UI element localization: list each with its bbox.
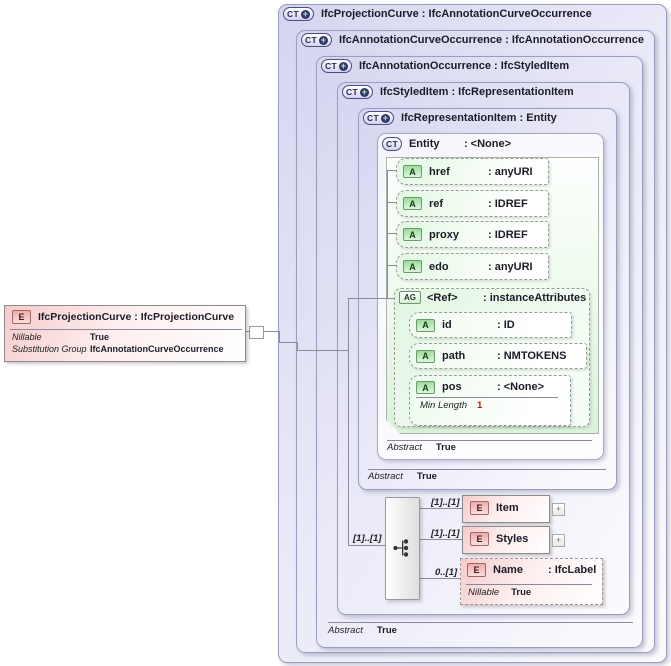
complextype-badge[interactable]: CT +: [301, 33, 332, 47]
attribute-badge: A: [403, 165, 422, 178]
element-header: E Item: [470, 501, 519, 515]
expand-plus-icon[interactable]: +: [300, 8, 310, 19]
abstract-footer-representationitem: Abstract True: [368, 471, 437, 482]
complextype-badge[interactable]: CT +: [283, 7, 314, 21]
expand-plus-icon[interactable]: +: [359, 86, 369, 97]
attribute-badge: A: [416, 349, 435, 363]
sequence-compositor[interactable]: [385, 497, 420, 600]
expand-handle[interactable]: +: [552, 503, 565, 516]
connector-line: [418, 508, 463, 509]
collapse-handle[interactable]: [249, 326, 264, 339]
divider: [328, 622, 633, 623]
sequence-icon: [393, 539, 409, 557]
connector-line: [244, 331, 250, 332]
abstract-footer-entity: Abstract True: [387, 442, 456, 453]
cardinality-label: [1]..[1]: [431, 528, 460, 539]
element-badge: E: [470, 501, 489, 515]
element-badge: E: [467, 563, 486, 577]
type-header: CT + IfcAnnotationOccurrence : IfcStyledI…: [321, 59, 569, 73]
facet-row: Min Length 1: [420, 400, 483, 411]
connector-line: [279, 331, 280, 343]
type-name: Entity: [408, 138, 440, 150]
cardinality-label: [1]..[1]: [431, 497, 460, 508]
type-title: IfcStyledItem : IfcRepresentationItem: [379, 86, 574, 98]
type-header: CT + IfcRepresentationItem : Entity: [363, 111, 557, 125]
complextype-badge[interactable]: CT +: [342, 85, 373, 99]
type-title: IfcProjectionCurve : IfcAnnotationCurveO…: [320, 8, 592, 20]
complextype-badge[interactable]: CT +: [321, 59, 352, 73]
type-base: : <None>: [463, 138, 512, 150]
connector-stub: [387, 233, 396, 234]
element-badge: E: [470, 532, 489, 546]
type-header: CT + IfcProjectionCurve : IfcAnnotationCu…: [283, 7, 592, 21]
attribute-path[interactable]: A path : NMTOKENS: [409, 343, 587, 369]
property-row: Substitution Group IfcAnnotationCurveOcc…: [12, 344, 224, 354]
attribute-group-header: AG <Ref> : instanceAttributes: [399, 291, 586, 304]
connector-stub: [387, 265, 396, 266]
connector-line: [418, 539, 463, 540]
connector-line: [348, 298, 394, 299]
connector-line: [297, 350, 349, 351]
attribute-edo[interactable]: A edo : anyURI: [396, 253, 549, 280]
element-header: E Styles: [470, 532, 528, 546]
attribute-proxy[interactable]: A proxy : IDREF: [396, 221, 549, 248]
element-header: E IfcProjectionCurve : IfcProjectionCurv…: [12, 310, 234, 324]
attribute-badge: A: [403, 228, 422, 241]
attribute-group-badge: AG: [399, 291, 421, 304]
expand-plus-icon[interactable]: +: [380, 112, 390, 123]
connector-line: [297, 342, 298, 351]
type-title: IfcAnnotationOccurrence : IfcStyledItem: [358, 60, 570, 72]
divider: [466, 584, 592, 585]
property-row: Nillable True: [12, 332, 110, 342]
connector-line: [418, 578, 461, 579]
divider: [387, 440, 592, 441]
complextype-badge[interactable]: CT: [382, 137, 402, 151]
connector-line: [279, 342, 298, 343]
attribute-ref[interactable]: A ref : IDREF: [396, 190, 549, 217]
connector-stub: [387, 170, 396, 171]
expand-plus-icon[interactable]: +: [338, 60, 348, 71]
attribute-trunk: [387, 170, 388, 299]
connector-trunk: [348, 298, 349, 546]
element-badge: E: [12, 310, 31, 324]
connector-line: [348, 545, 386, 546]
property-row: Nillable True: [468, 587, 532, 598]
attribute-badge: A: [416, 318, 435, 332]
attribute-href[interactable]: A href : anyURI: [396, 158, 549, 185]
type-header-entity: CT Entity : <None>: [382, 137, 511, 151]
attribute-pos[interactable]: A pos : <None>: [409, 375, 571, 426]
element-title: IfcProjectionCurve : IfcProjectionCurve: [38, 311, 235, 323]
type-title: IfcRepresentationItem : Entity: [400, 112, 557, 124]
element-box-ifcprojectioncurve[interactable]: [4, 305, 246, 362]
divider: [368, 469, 606, 470]
type-title: IfcAnnotationCurveOccurrence : IfcAnnota…: [338, 34, 644, 46]
element-header: E Name : IfcLabel: [467, 563, 596, 577]
attribute-badge: A: [403, 197, 422, 210]
complextype-badge[interactable]: CT +: [363, 111, 394, 125]
divider: [10, 329, 242, 330]
divider: [416, 397, 558, 398]
type-header: CT + IfcStyledItem : IfcRepresentationIte…: [342, 85, 574, 99]
connector-line: [262, 331, 279, 332]
type-header: CT + IfcAnnotationCurveOccurrence : IfcAn…: [301, 33, 644, 47]
expand-handle[interactable]: +: [552, 534, 565, 547]
cardinality-label: [1]..[1]: [353, 533, 382, 544]
attribute-badge: A: [416, 381, 435, 394]
attribute-id[interactable]: A id : ID: [409, 312, 572, 338]
expand-plus-icon[interactable]: +: [318, 34, 328, 45]
abstract-footer-annotationoccurrence: Abstract True: [328, 625, 397, 636]
cardinality-label: 0..[1]: [435, 567, 458, 578]
attribute-badge: A: [403, 260, 422, 273]
connector-stub: [387, 202, 396, 203]
